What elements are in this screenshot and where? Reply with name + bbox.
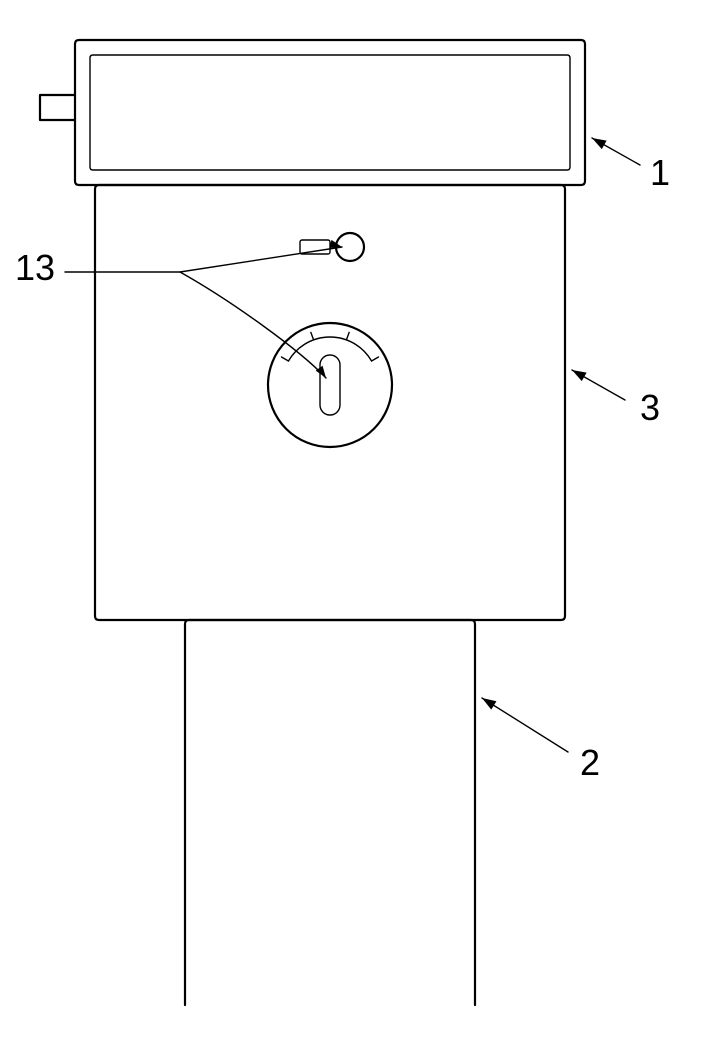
callout-2: 2 (482, 698, 600, 783)
callout-13: 13 (15, 240, 342, 378)
arrowhead-icon (482, 698, 496, 710)
lower-body (185, 620, 475, 1005)
indicator-slot (300, 240, 330, 254)
callout-label: 1 (650, 152, 670, 193)
callout-label: 3 (640, 387, 660, 428)
arrowhead-icon (592, 138, 607, 149)
callout-1: 1 (592, 138, 670, 193)
dial (268, 323, 392, 447)
callout-3: 3 (572, 370, 660, 428)
leader-line (482, 698, 568, 752)
leader-line (180, 272, 326, 378)
top-cap-outer (75, 40, 585, 185)
arrowhead-icon (316, 366, 326, 378)
top-cap-inner-plate (90, 55, 570, 170)
arrowhead-icon (572, 370, 587, 381)
arrowhead-icon (329, 240, 342, 248)
callout-label: 2 (580, 742, 600, 783)
top-cap-notch (40, 95, 75, 120)
callout-label: 13 (15, 247, 55, 288)
device-drawing (40, 40, 585, 1005)
